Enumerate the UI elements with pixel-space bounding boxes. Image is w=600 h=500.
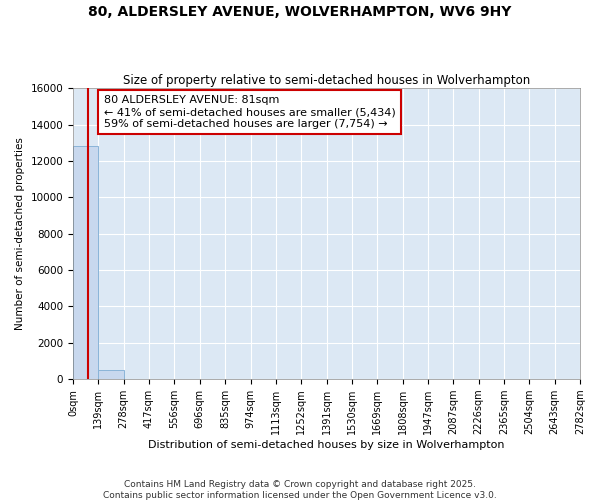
Text: 80 ALDERSLEY AVENUE: 81sqm
← 41% of semi-detached houses are smaller (5,434)
59%: 80 ALDERSLEY AVENUE: 81sqm ← 41% of semi… (104, 96, 396, 128)
Title: Size of property relative to semi-detached houses in Wolverhampton: Size of property relative to semi-detach… (123, 74, 530, 87)
Bar (73, 146, 98, 379)
X-axis label: Distribution of semi-detached houses by size in Wolverhampton: Distribution of semi-detached houses by … (148, 440, 505, 450)
Bar (98, 370, 124, 379)
Text: Contains HM Land Registry data © Crown copyright and database right 2025.
Contai: Contains HM Land Registry data © Crown c… (103, 480, 497, 500)
Text: 80, ALDERSLEY AVENUE, WOLVERHAMPTON, WV6 9HY: 80, ALDERSLEY AVENUE, WOLVERHAMPTON, WV6… (88, 5, 512, 19)
Y-axis label: Number of semi-detached properties: Number of semi-detached properties (15, 137, 25, 330)
